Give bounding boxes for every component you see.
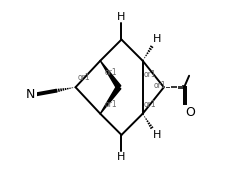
Text: or1: or1 (77, 73, 90, 82)
Text: H: H (117, 152, 126, 162)
Text: H: H (153, 34, 162, 44)
Text: or1: or1 (104, 68, 117, 77)
Text: H: H (153, 130, 162, 140)
Text: or1: or1 (144, 70, 156, 78)
Text: or1: or1 (104, 100, 117, 109)
Text: or1: or1 (153, 81, 166, 90)
Text: or1: or1 (144, 101, 156, 109)
Text: H: H (117, 12, 126, 22)
Polygon shape (100, 61, 121, 89)
Polygon shape (100, 86, 121, 114)
Text: N: N (26, 88, 35, 101)
Text: O: O (185, 106, 195, 119)
